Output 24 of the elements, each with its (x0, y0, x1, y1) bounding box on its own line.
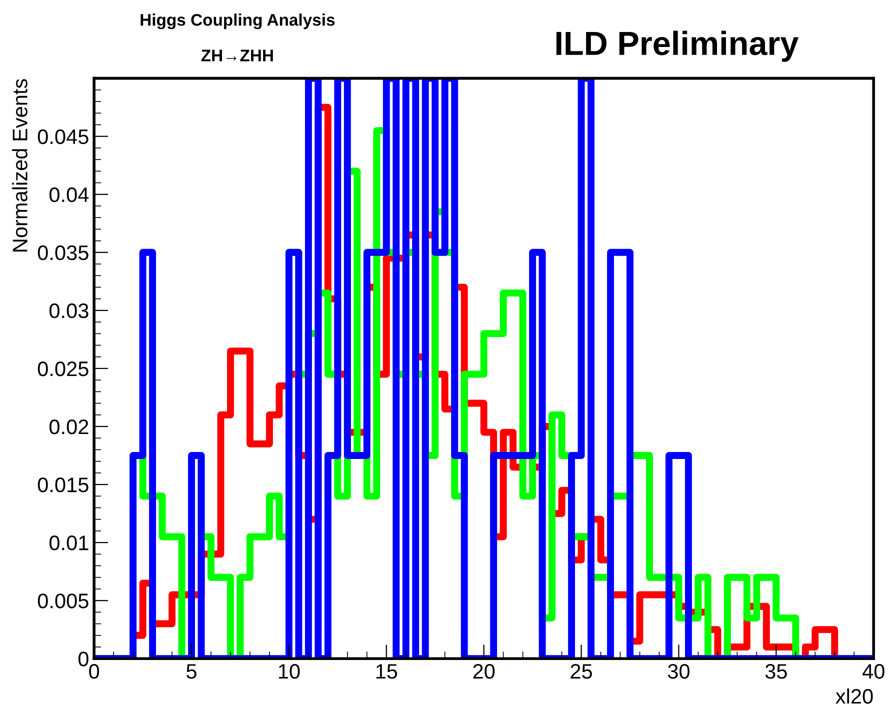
y-tick-label: 0 (78, 652, 88, 666)
x-tick-label: 0 (89, 664, 100, 679)
y-tick-label: 0.025 (38, 361, 88, 376)
y-tick-label: 0.03 (49, 303, 88, 318)
y-tick-label: 0.01 (49, 536, 88, 550)
text: ILD Preliminary (556, 30, 799, 62)
x-tick-label: 10 (278, 664, 300, 679)
y-axis-title: Normalized Events (12, 79, 28, 252)
y-tick-label: 0.005 (38, 594, 88, 608)
text: Higgs Coupling Analysis (140, 14, 335, 30)
y-tick-label: 0.02 (49, 419, 88, 434)
y-tick-label: 0.04 (49, 187, 89, 202)
text: ZH→ZHH (201, 50, 273, 62)
x-tick-label: 15 (376, 664, 398, 679)
x-axis-title: xl20 (836, 688, 873, 704)
x-tick-label: 25 (570, 664, 592, 679)
y-tick-label: 0.015 (38, 478, 88, 492)
x-tick-label: 5 (186, 664, 196, 679)
y-tick-label: 0.045 (38, 129, 88, 144)
x-tick-label: 30 (668, 664, 690, 679)
x-tick-label: 35 (765, 664, 787, 679)
x-tick-label: 40 (862, 664, 884, 679)
x-tick-label: 20 (473, 664, 495, 679)
y-tick-label: 0.035 (38, 245, 88, 260)
